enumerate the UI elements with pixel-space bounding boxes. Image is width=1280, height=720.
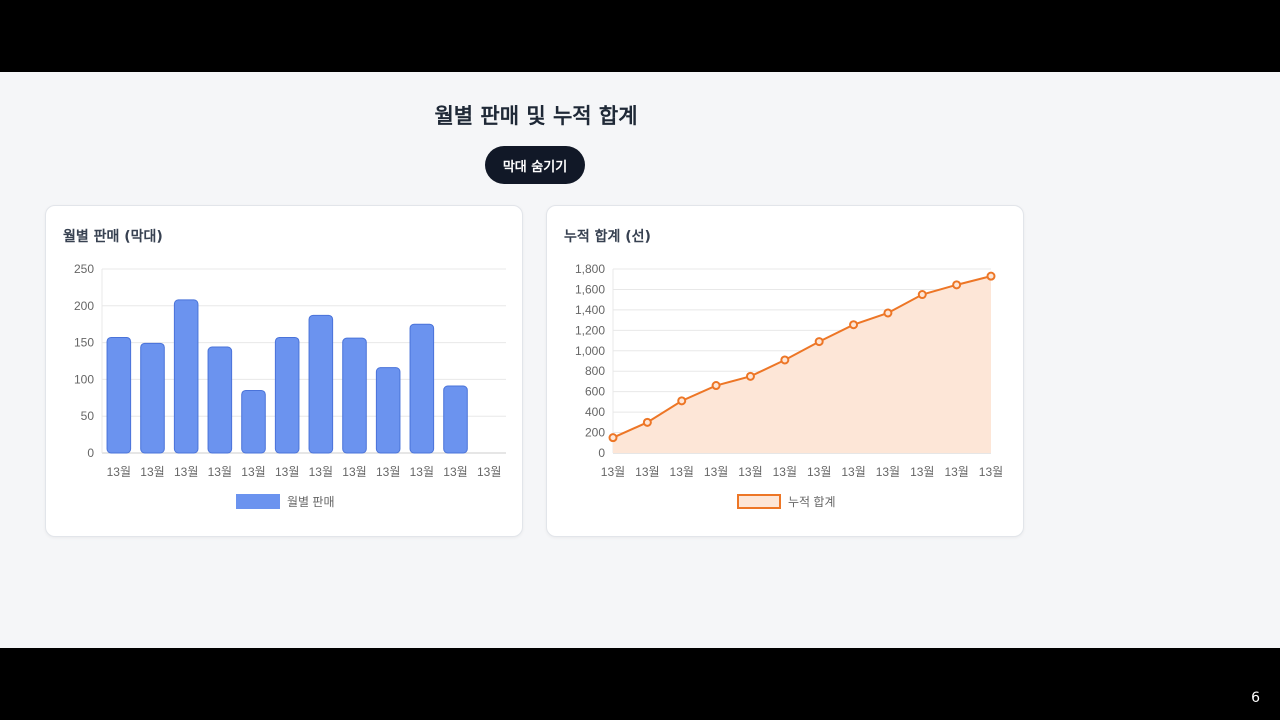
x-tick-label: 13월 — [841, 465, 865, 479]
y-tick-label: 1,400 — [575, 303, 605, 317]
legend-swatch — [737, 494, 781, 509]
x-tick-label: 13월 — [704, 465, 728, 479]
y-tick-label: 0 — [87, 446, 94, 460]
data-point — [849, 320, 859, 330]
legend-label: 누적 합계 — [788, 495, 836, 509]
x-tick-label: 13월 — [107, 465, 131, 479]
x-tick-label: 13월 — [342, 465, 366, 479]
data-point — [745, 371, 755, 381]
page: 월별 판매 및 누적 합계 막대 숨기기 월별 판매 (막대) 0 50 100 15… — [0, 72, 1280, 648]
x-tick-label: 13월 — [309, 465, 333, 479]
bar — [342, 337, 367, 454]
data-point — [917, 290, 927, 300]
x-tick-label: 13월 — [979, 465, 1003, 479]
data-point — [883, 308, 893, 318]
data-point — [952, 280, 962, 290]
bar — [207, 346, 233, 454]
data-point — [642, 417, 652, 427]
x-tick-label: 13월 — [876, 465, 900, 479]
data-point — [677, 396, 687, 406]
line-chart: 0 200 400 600 800 1,000 1,200 1,400 1,600 1,800 13… — [575, 262, 1003, 509]
data-point — [711, 381, 721, 391]
x-tick-label: 13월 — [241, 465, 265, 479]
x-tick-label: 13월 — [174, 465, 198, 479]
x-tick-label: 13월 — [773, 465, 797, 479]
bar-chart-card: 월별 판매 (막대) 0 50 100 150 200 250 13월 13월 13월 13월 13… — [45, 205, 523, 537]
x-tick-label: 13월 — [635, 465, 659, 479]
y-tick-label: 50 — [81, 409, 95, 423]
toggle-bars-button[interactable]: 막대 숨기기 — [485, 146, 585, 184]
y-tick-label: 1,200 — [575, 323, 605, 337]
y-tick-label: 1,800 — [575, 262, 605, 276]
y-tick-label: 250 — [74, 262, 94, 276]
bar-chart-title: 월별 판매 (막대) — [63, 229, 163, 245]
x-tick-label: 13월 — [208, 465, 232, 479]
bar — [140, 342, 165, 454]
y-tick-label: 1,000 — [575, 344, 605, 358]
line-area — [613, 276, 991, 453]
bar — [274, 336, 300, 454]
bar — [241, 389, 266, 454]
x-tick-label: 13월 — [140, 465, 164, 479]
line-chart-title: 누적 합계 (선) — [564, 229, 651, 245]
x-tick-label: 13월 — [910, 465, 934, 479]
x-tick-label: 13월 — [670, 465, 694, 479]
x-tick-label: 13월 — [443, 465, 467, 479]
bar — [375, 367, 401, 454]
bar — [106, 336, 132, 454]
x-tick-label: 13월 — [601, 465, 625, 479]
bar — [443, 385, 468, 454]
y-tick-label: 150 — [74, 336, 94, 350]
y-tick-label: 200 — [585, 426, 605, 440]
bar-chart: 0 50 100 150 200 250 13월 13월 13월 13월 13월 13월 13월 13월 1… — [74, 262, 506, 509]
page-number: 6 — [1251, 690, 1260, 706]
x-tick-label: 13월 — [738, 465, 762, 479]
x-tick-label: 13월 — [477, 465, 501, 479]
y-tick-label: 800 — [585, 364, 605, 378]
legend-label: 월별 판매 — [287, 495, 335, 509]
data-point — [780, 355, 790, 365]
x-tick-label: 13월 — [944, 465, 968, 479]
line-chart-card: 누적 합계 (선) 0 200 400 600 800 1,000 1,200 1,400 1,… — [546, 205, 1024, 537]
y-tick-label: 400 — [585, 405, 605, 419]
x-tick-label: 13월 — [807, 465, 831, 479]
data-point — [608, 433, 618, 443]
x-tick-label: 13월 — [275, 465, 299, 479]
y-tick-label: 1,600 — [575, 282, 605, 296]
data-point — [986, 271, 996, 281]
data-point — [814, 337, 824, 347]
bar — [173, 299, 199, 454]
y-tick-label: 100 — [74, 372, 94, 386]
legend-swatch — [236, 494, 280, 509]
bar — [308, 314, 334, 454]
y-tick-label: 600 — [585, 385, 605, 399]
x-tick-label: 13월 — [410, 465, 434, 479]
series-line — [612, 275, 992, 439]
y-tick-label: 0 — [598, 446, 605, 460]
x-tick-label: 13월 — [376, 465, 400, 479]
bar — [409, 323, 435, 454]
y-tick-label: 200 — [74, 299, 94, 313]
page-title: 월별 판매 및 누적 합계 — [434, 104, 638, 128]
